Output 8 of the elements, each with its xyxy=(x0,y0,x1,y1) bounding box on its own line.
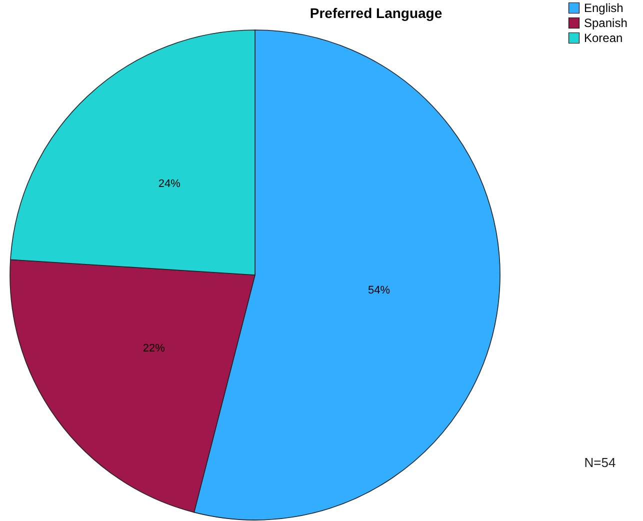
legend-label: Spanish xyxy=(584,16,628,30)
data-label: 22% xyxy=(142,342,166,354)
legend-label: English xyxy=(584,1,624,15)
text: N=54 xyxy=(584,455,616,470)
legend-label: Korean xyxy=(584,31,623,45)
chart-title: Preferred Language xyxy=(310,5,442,21)
data-label: 54% xyxy=(368,284,390,297)
data-label: 24% xyxy=(158,178,181,190)
